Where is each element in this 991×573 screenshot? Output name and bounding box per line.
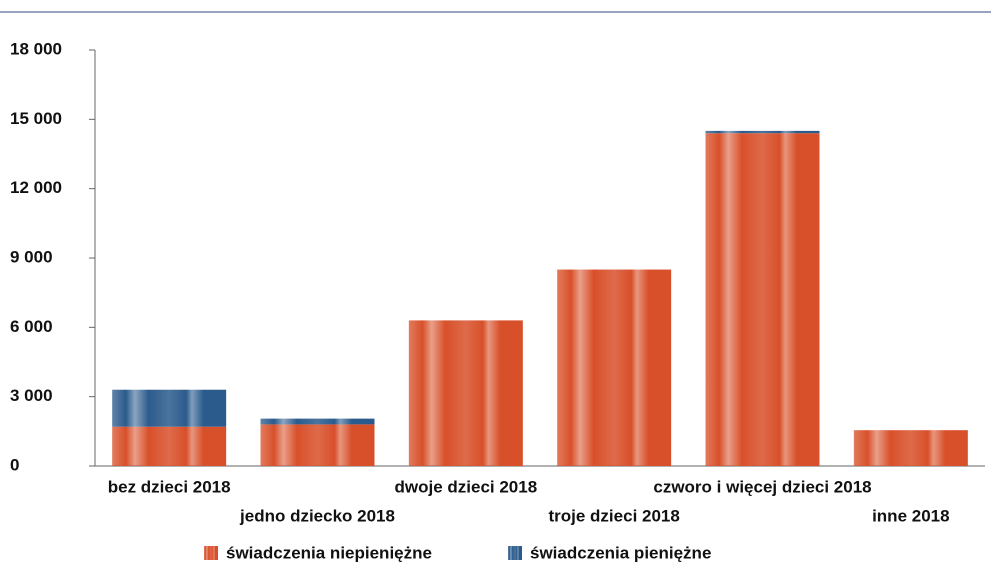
bar-segment xyxy=(112,426,227,466)
legend-label: świadczenia niepieniężne xyxy=(226,543,432,562)
bar-segment xyxy=(408,320,523,466)
y-tick-label: 18 000 xyxy=(10,39,62,58)
legend-label: świadczenia pieniężne xyxy=(530,543,711,562)
bar-segment xyxy=(260,418,375,425)
legend-swatch xyxy=(204,546,218,560)
bar-segment xyxy=(705,133,820,466)
legend-swatch xyxy=(508,546,522,560)
y-tick-label: 9 000 xyxy=(10,247,53,266)
y-tick-label: 6 000 xyxy=(10,317,53,336)
y-tick-label: 12 000 xyxy=(10,178,62,197)
y-tick-label: 15 000 xyxy=(10,109,62,128)
bar-segment xyxy=(853,430,968,466)
x-tick-label: troje dzieci 2018 xyxy=(548,506,679,525)
x-tick-label: dwoje dzieci 2018 xyxy=(394,477,537,496)
bar-segment xyxy=(260,424,375,466)
bar-segment xyxy=(557,269,672,466)
bar-segment xyxy=(705,130,820,134)
y-tick-label: 0 xyxy=(10,455,19,474)
x-tick-label: jedno dziecko 2018 xyxy=(239,506,395,525)
x-tick-label: czworo i więcej dzieci 2018 xyxy=(653,477,871,496)
x-tick-label: bez dzieci 2018 xyxy=(108,477,231,496)
bar-segment xyxy=(112,389,227,427)
x-tick-label: inne 2018 xyxy=(872,506,950,525)
y-tick-label: 3 000 xyxy=(10,386,53,405)
